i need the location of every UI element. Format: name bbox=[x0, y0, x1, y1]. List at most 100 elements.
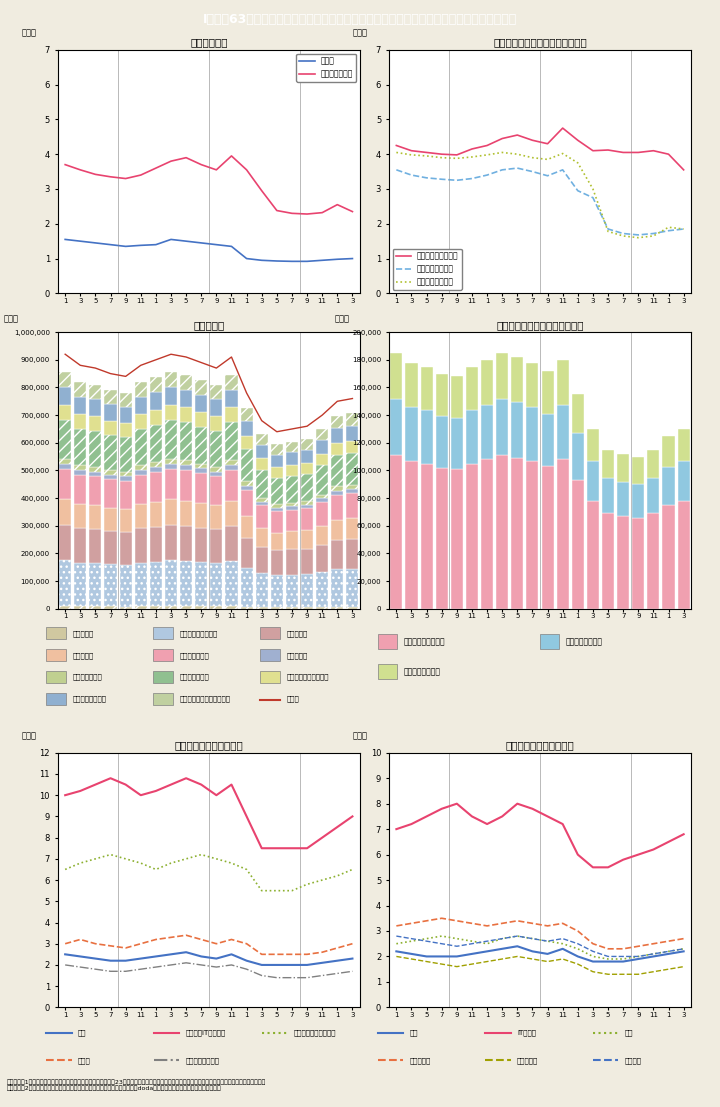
Text: （倍）: （倍） bbox=[22, 731, 36, 739]
Bar bbox=[256, 501, 268, 505]
Bar bbox=[225, 390, 238, 407]
Bar bbox=[541, 371, 554, 414]
小売・外食 bbox=[543, 955, 552, 969]
飲食物調理の職業 bbox=[559, 163, 567, 176]
全体 bbox=[272, 959, 281, 972]
Bar bbox=[256, 607, 268, 609]
FancyBboxPatch shape bbox=[261, 649, 279, 661]
Bar bbox=[572, 480, 584, 609]
Bar bbox=[240, 538, 253, 568]
販売・サービス系 bbox=[287, 971, 297, 984]
専門職 bbox=[272, 948, 281, 961]
全体 bbox=[513, 940, 521, 953]
金融 bbox=[498, 932, 507, 945]
Bar bbox=[331, 486, 343, 490]
Text: （備考）　1．厚生労働省「職業安定業務統計」より作成。平成23年改定「厚生労働省編職業分類」に基づく数値（パートタイムを含む常用・実数）。
　　　　　2．転職求: （備考） 1．厚生労働省「職業安定業務統計」より作成。平成23年改定「厚生労働省… bbox=[7, 1079, 266, 1092]
Bar bbox=[135, 414, 147, 428]
技術系(メディカル) bbox=[121, 852, 130, 866]
サービスの職業 bbox=[76, 163, 85, 176]
Bar bbox=[74, 475, 86, 504]
販売・サービス系 bbox=[258, 969, 266, 982]
Bar bbox=[135, 504, 147, 528]
Bar bbox=[271, 550, 283, 576]
FancyBboxPatch shape bbox=[46, 671, 66, 683]
専門職 bbox=[76, 933, 85, 946]
Bar bbox=[662, 505, 675, 609]
Bar bbox=[271, 505, 283, 508]
販売・サービス系 bbox=[197, 959, 206, 972]
Text: サービスの職業: サービスの職業 bbox=[179, 652, 209, 659]
接客・給仕の職業 bbox=[573, 156, 582, 169]
サービスの職業 bbox=[107, 170, 115, 184]
Line: サービス: サービス bbox=[396, 937, 684, 956]
Bar bbox=[331, 495, 343, 519]
FancyBboxPatch shape bbox=[261, 671, 279, 683]
IT・通信 bbox=[422, 810, 431, 824]
IT・通信 bbox=[498, 810, 507, 824]
職業計 bbox=[302, 255, 311, 268]
全体 bbox=[453, 950, 462, 963]
Bar bbox=[331, 455, 343, 486]
Text: 事務的職業: 事務的職業 bbox=[287, 630, 307, 637]
Bar bbox=[541, 466, 554, 609]
Bar bbox=[346, 489, 359, 494]
Text: 技術系（IT・通信）: 技術系（IT・通信） bbox=[186, 1030, 226, 1036]
Bar bbox=[331, 540, 343, 569]
販売・サービス系 bbox=[137, 962, 145, 976]
Bar bbox=[451, 469, 463, 609]
Bar bbox=[617, 454, 629, 482]
技術系(メディカル) bbox=[107, 848, 115, 861]
Text: サービス: サービス bbox=[625, 1057, 642, 1064]
Text: 専門的・技術的職業: 専門的・技術的職業 bbox=[179, 630, 217, 637]
Bar bbox=[496, 399, 508, 455]
Bar bbox=[59, 607, 71, 609]
サービスの職業 bbox=[137, 168, 145, 182]
全体 bbox=[543, 948, 552, 961]
Bar bbox=[210, 529, 222, 563]
Bar bbox=[511, 458, 523, 609]
Bar bbox=[602, 478, 614, 514]
Bar bbox=[331, 443, 343, 455]
サービスの職業 bbox=[318, 206, 326, 219]
技術系(IT・通信) bbox=[121, 778, 130, 792]
IT・通信 bbox=[589, 861, 598, 875]
Bar bbox=[346, 485, 359, 489]
専門職 bbox=[197, 933, 206, 946]
サービス bbox=[482, 934, 491, 948]
Bar bbox=[180, 500, 192, 526]
Line: 接客・給仕の職業: 接客・給仕の職業 bbox=[396, 153, 684, 238]
メディカル bbox=[573, 924, 582, 938]
Bar bbox=[647, 514, 660, 609]
Bar bbox=[346, 441, 359, 453]
サービスの職業 bbox=[151, 162, 160, 175]
接客・給仕の職業 bbox=[392, 146, 400, 159]
Bar bbox=[240, 490, 253, 516]
サービスの職業 bbox=[272, 204, 281, 217]
Bar bbox=[89, 505, 102, 529]
Bar bbox=[120, 480, 132, 509]
全体 bbox=[76, 950, 85, 963]
Bar bbox=[225, 374, 238, 390]
FancyBboxPatch shape bbox=[540, 634, 559, 649]
Bar bbox=[301, 607, 313, 609]
Bar bbox=[346, 413, 359, 426]
Bar bbox=[316, 495, 328, 498]
Bar bbox=[59, 458, 71, 464]
Bar bbox=[346, 494, 359, 518]
接客・給仕の職業 bbox=[422, 149, 431, 163]
専門職 bbox=[181, 929, 190, 942]
メディカル bbox=[513, 914, 521, 928]
職業計 bbox=[76, 235, 85, 248]
サービスの職業 bbox=[258, 184, 266, 197]
メディカル bbox=[408, 917, 416, 930]
飲食物調理の職業 bbox=[453, 174, 462, 187]
Bar bbox=[165, 387, 177, 405]
メディカル bbox=[634, 940, 642, 953]
FancyBboxPatch shape bbox=[153, 693, 173, 705]
サービス bbox=[664, 944, 672, 958]
介護サービスの職業 bbox=[573, 134, 582, 147]
全体 bbox=[559, 942, 567, 955]
Bar bbox=[104, 390, 117, 404]
飲食物調理の職業 bbox=[589, 192, 598, 205]
Bar bbox=[150, 377, 162, 392]
